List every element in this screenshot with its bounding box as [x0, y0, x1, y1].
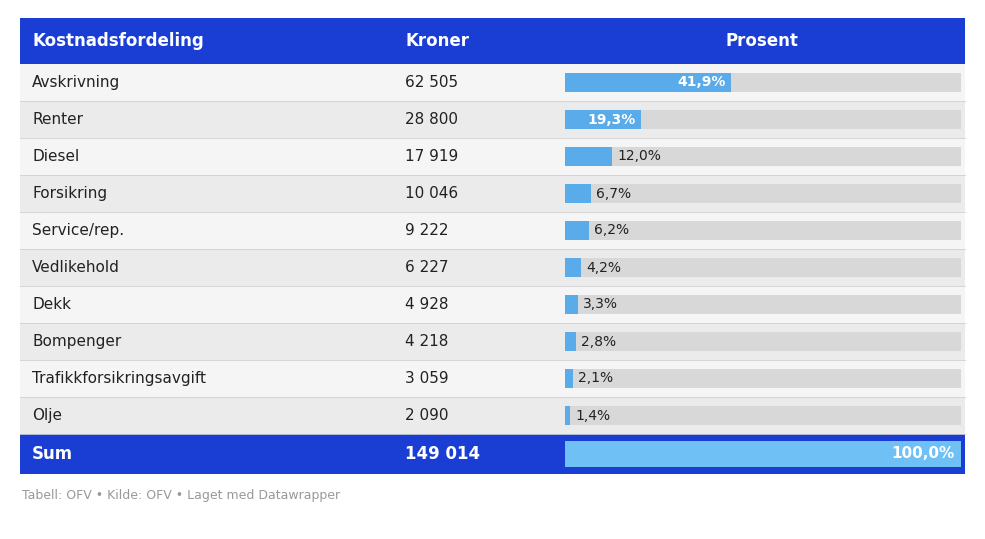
- Bar: [20, 397, 965, 434]
- Text: 12,0%: 12,0%: [618, 149, 661, 163]
- Bar: [20, 175, 965, 212]
- Bar: [564, 147, 961, 166]
- Text: 6 227: 6 227: [405, 260, 449, 275]
- Text: Prosent: Prosent: [725, 32, 798, 50]
- Text: 10 046: 10 046: [405, 186, 458, 201]
- Text: Tabell: OFV • Kilde: OFV • Laget med Datawrapper: Tabell: OFV • Kilde: OFV • Laget med Dat…: [22, 489, 340, 502]
- Bar: [564, 295, 578, 314]
- Text: 3,3%: 3,3%: [583, 298, 618, 312]
- Bar: [564, 369, 961, 388]
- Bar: [20, 64, 965, 101]
- Bar: [564, 406, 570, 425]
- Bar: [20, 434, 965, 474]
- Bar: [20, 360, 965, 397]
- Bar: [564, 441, 961, 467]
- Bar: [564, 110, 961, 129]
- Bar: [564, 221, 589, 240]
- Text: Renter: Renter: [32, 112, 83, 127]
- Text: 4,2%: 4,2%: [586, 260, 622, 274]
- Bar: [20, 286, 965, 323]
- Text: Avskrivning: Avskrivning: [32, 75, 120, 90]
- Text: 3 059: 3 059: [405, 371, 449, 386]
- Text: Dekk: Dekk: [32, 297, 71, 312]
- Bar: [564, 295, 961, 314]
- Text: 149 014: 149 014: [405, 445, 481, 463]
- Bar: [20, 18, 965, 64]
- Bar: [20, 101, 965, 138]
- Text: 6,2%: 6,2%: [594, 224, 629, 238]
- Bar: [564, 147, 613, 166]
- Text: 9 222: 9 222: [405, 223, 449, 238]
- Text: 2 090: 2 090: [405, 408, 449, 423]
- Bar: [564, 184, 591, 203]
- Text: Forsikring: Forsikring: [32, 186, 107, 201]
- Text: Vedlikehold: Vedlikehold: [32, 260, 120, 275]
- Text: Sum: Sum: [32, 445, 73, 463]
- Text: Olje: Olje: [32, 408, 62, 423]
- Bar: [564, 332, 961, 351]
- Text: 6,7%: 6,7%: [596, 186, 631, 201]
- Bar: [564, 332, 576, 351]
- Text: Service/rep.: Service/rep.: [32, 223, 124, 238]
- Text: 41,9%: 41,9%: [678, 75, 726, 89]
- Text: 19,3%: 19,3%: [588, 113, 636, 127]
- Text: 100,0%: 100,0%: [891, 446, 955, 461]
- Bar: [20, 212, 965, 249]
- Text: 2,1%: 2,1%: [578, 371, 613, 385]
- Text: 2,8%: 2,8%: [581, 335, 616, 349]
- Bar: [564, 73, 961, 92]
- Bar: [564, 258, 581, 277]
- Text: 4 218: 4 218: [405, 334, 448, 349]
- Bar: [20, 138, 965, 175]
- Text: Trafikkforsikringsavgift: Trafikkforsikringsavgift: [32, 371, 206, 386]
- Bar: [564, 369, 573, 388]
- Text: Kroner: Kroner: [405, 32, 469, 50]
- Text: 17 919: 17 919: [405, 149, 459, 164]
- Bar: [20, 249, 965, 286]
- Text: 4 928: 4 928: [405, 297, 449, 312]
- Bar: [564, 110, 641, 129]
- Text: Diesel: Diesel: [32, 149, 79, 164]
- Bar: [20, 323, 965, 360]
- Bar: [564, 184, 961, 203]
- Text: 1,4%: 1,4%: [575, 409, 611, 423]
- Text: 62 505: 62 505: [405, 75, 458, 90]
- Text: Bompenger: Bompenger: [32, 334, 121, 349]
- Bar: [564, 221, 961, 240]
- Text: Kostnadsfordeling: Kostnadsfordeling: [32, 32, 204, 50]
- Text: 28 800: 28 800: [405, 112, 458, 127]
- Bar: [564, 73, 731, 92]
- Bar: [564, 406, 961, 425]
- Bar: [564, 258, 961, 277]
